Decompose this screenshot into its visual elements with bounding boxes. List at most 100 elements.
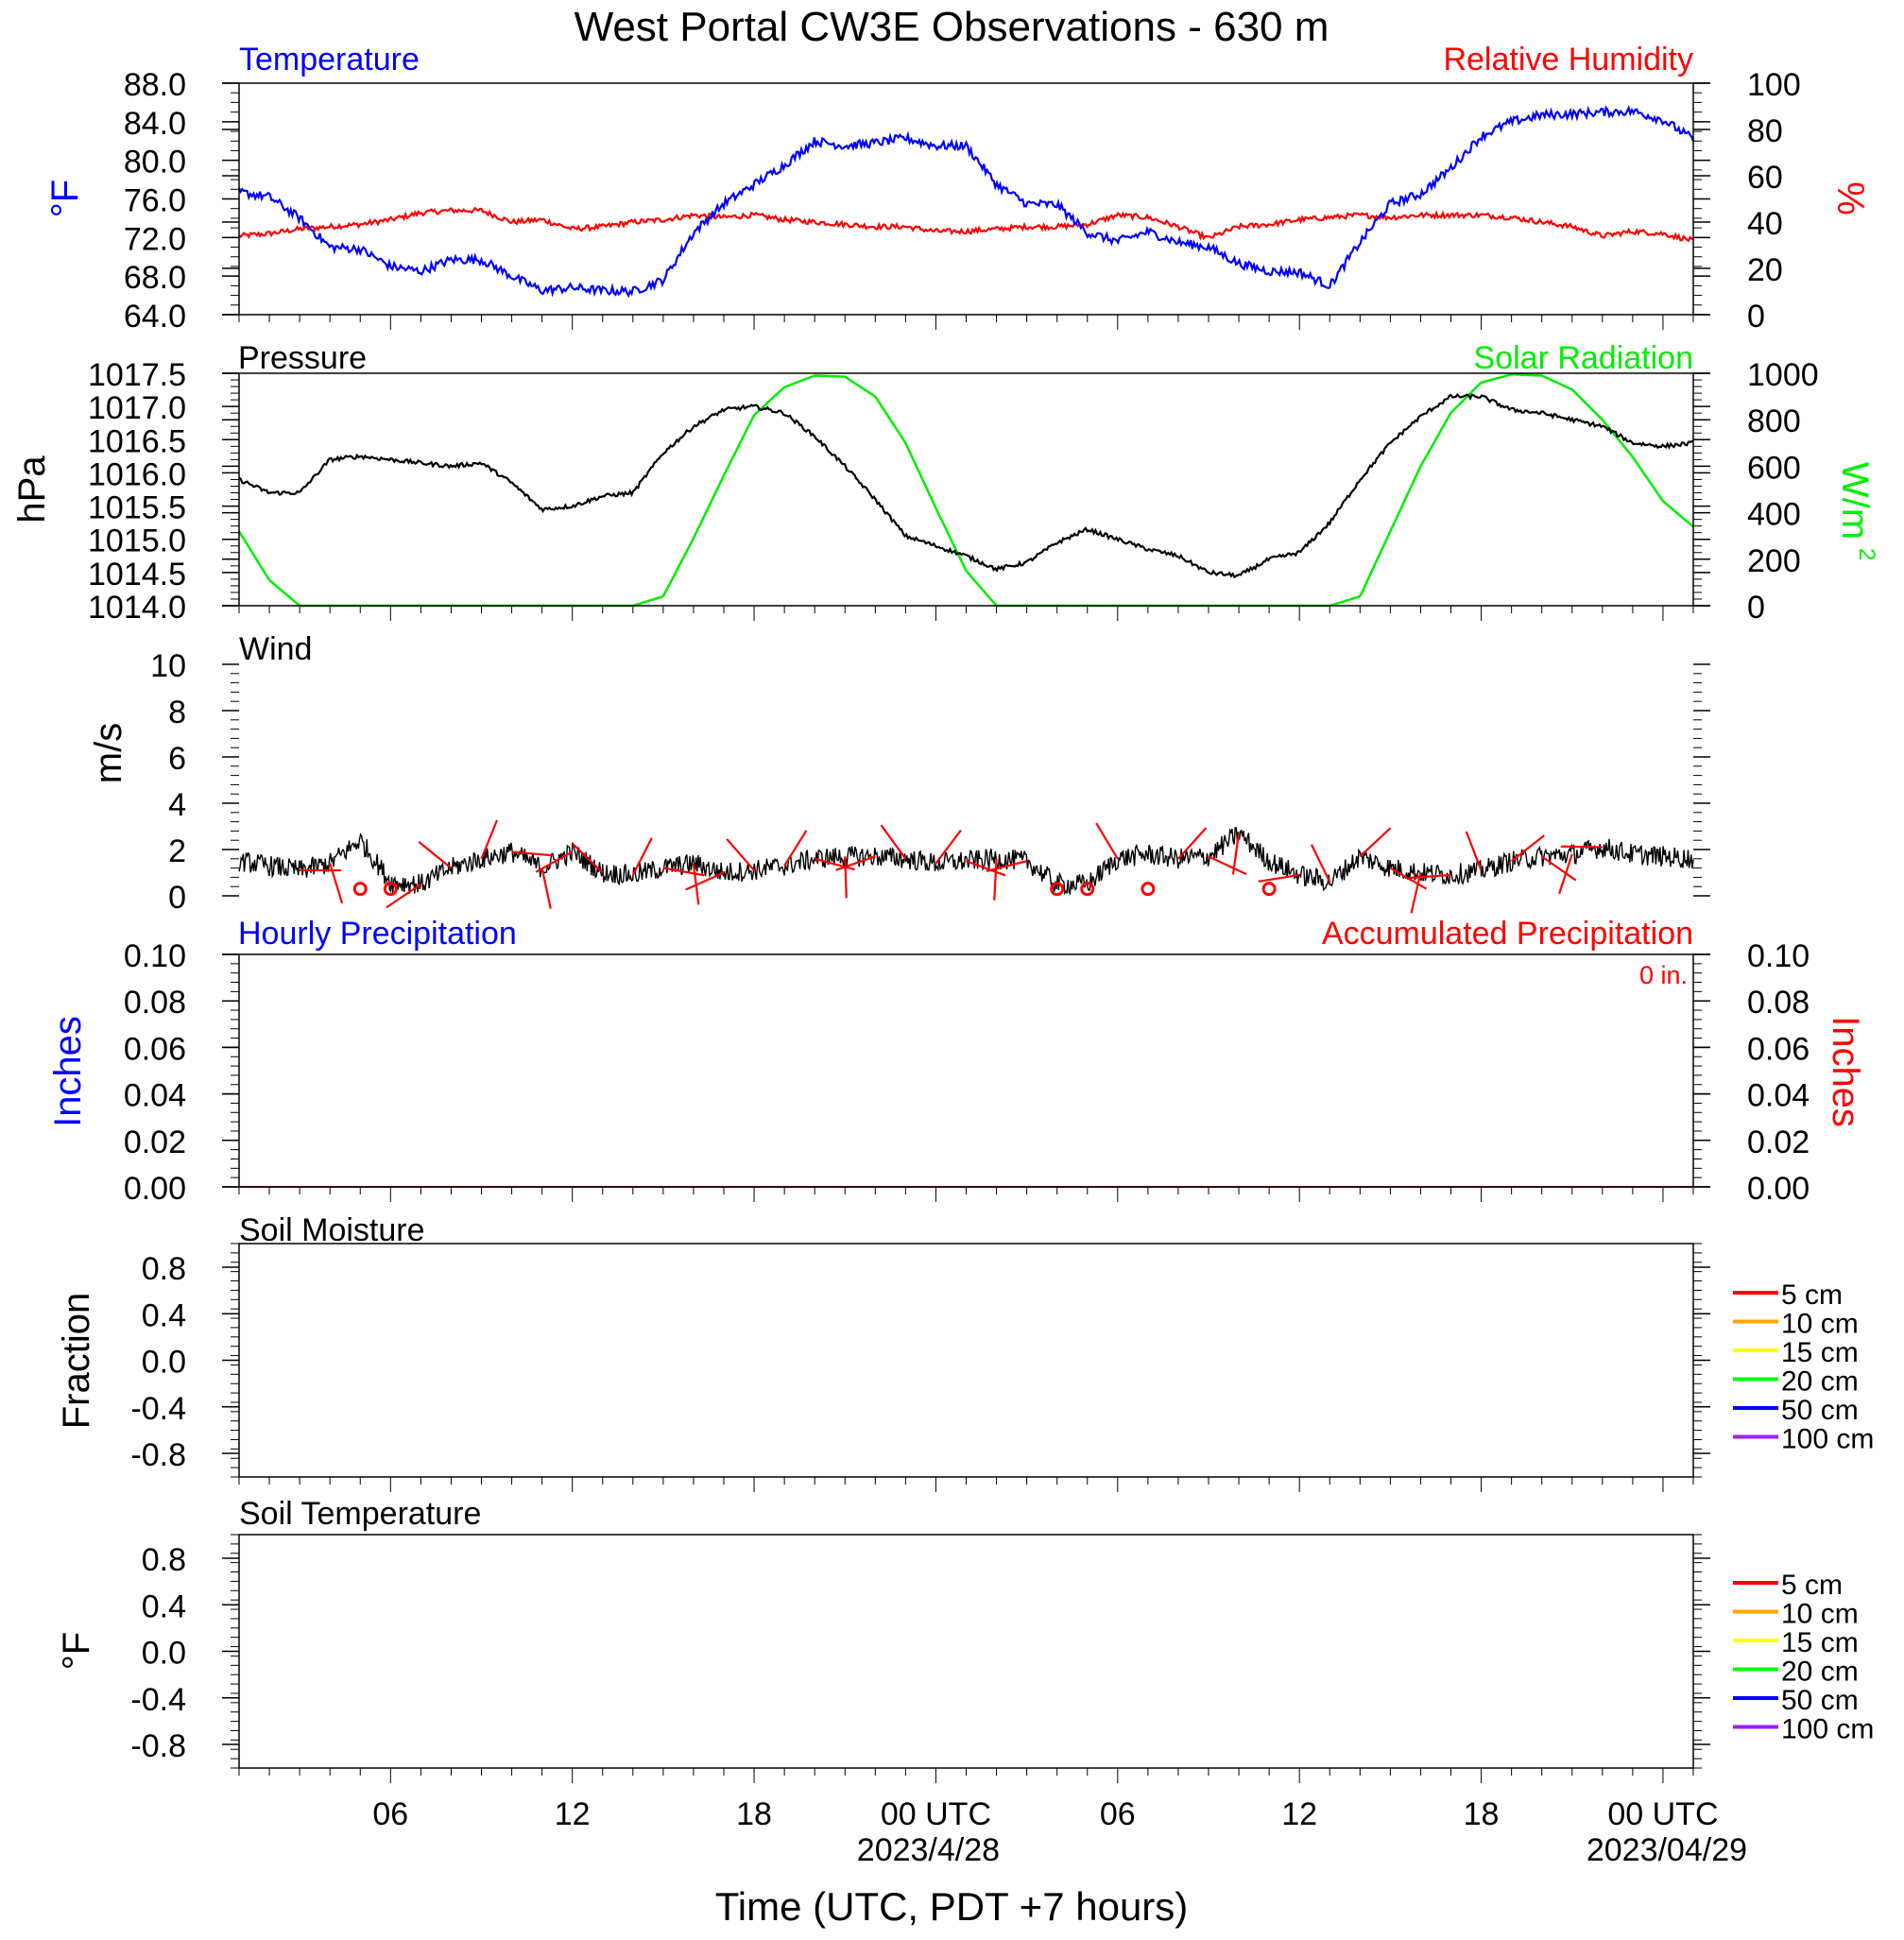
wind-barb: [1541, 855, 1577, 882]
wind-barb: [329, 863, 344, 904]
pressure-tick-label: 1015.5: [88, 490, 186, 526]
solar-radiation-line: [237, 373, 1694, 608]
soil-temperature-legend-label: 50 cm: [1781, 1685, 1859, 1716]
pressure-panel: Pressure Solar Radiation hPa W/m 2 1017.…: [11, 340, 1879, 626]
wind-barb: [480, 819, 499, 860]
calm-wind-marker: [1050, 882, 1065, 897]
pressure-unit: hPa: [11, 455, 53, 524]
precipitation-panel: Hourly Precipitation Accumulated Precipi…: [47, 916, 1866, 1207]
temperature-tick-label: 88.0: [124, 67, 186, 103]
pressure-tick-label: 1014.0: [88, 590, 186, 626]
temperature-line: [238, 105, 1695, 299]
wind-barb: [1208, 855, 1247, 875]
soil-moisture-plot-frame: [238, 1243, 1694, 1478]
precip-plot-frame: [238, 953, 1694, 1188]
soil-moisture-minor-ticks: [231, 1243, 1702, 1492]
soil-moisture-unit: Fraction: [56, 1293, 97, 1430]
soil-temperature-unit: °F: [56, 1632, 97, 1670]
wind-barb: [1560, 845, 1603, 849]
solar-tick-label: 400: [1747, 497, 1801, 533]
time-tick-label: 06: [372, 1796, 408, 1832]
precip-left-tick-label: 0.02: [124, 1125, 186, 1160]
precip-right-tick-label: 0.04: [1747, 1078, 1810, 1114]
soil-temperature-tick-label: 0.8: [142, 1542, 186, 1578]
solar-unit-text: W/m: [1834, 462, 1876, 540]
soil-temperature-legend-label: 15 cm: [1781, 1627, 1859, 1658]
wind-tick-label: 0: [168, 880, 186, 916]
soil-temperature-panel: Soil Temperature °F 0.8 0.4 0.0 -0.4 -0.8 5 …: [56, 1496, 1874, 1783]
pressure-tick-label: 1015.0: [88, 524, 186, 559]
soil-moisture-legend-label: 100 cm: [1781, 1424, 1874, 1455]
soil-moisture-tick-labels: 0.8 0.4 0.0 -0.4 -0.8: [130, 1251, 1710, 1473]
wind-barb: [993, 858, 998, 901]
soil-temperature-tick-label: -0.8: [130, 1728, 186, 1764]
wind-barb: [783, 830, 808, 867]
solar-tick-label: 800: [1747, 403, 1801, 439]
soil-temperature-tick-label: -0.4: [130, 1682, 186, 1718]
wind-barb: [966, 860, 1006, 877]
soil-temperature-tick-label: 0.0: [142, 1636, 186, 1672]
hourly-precip-unit: Inches: [47, 1016, 89, 1127]
temperature-panel: Temperature Relative Humidity °F % 88.08…: [44, 42, 1871, 335]
soil-moisture-tick-label: 0.8: [142, 1251, 186, 1287]
soil-temperature-minor-ticks: [231, 1534, 1702, 1783]
temperature-tick-label: 72.0: [124, 221, 186, 257]
wind-barb: [418, 841, 453, 869]
accum-precip-title: Accumulated Precipitation: [1322, 916, 1693, 952]
soil-temperature-legend-label: 20 cm: [1781, 1657, 1859, 1688]
time-tick-label: 00 UTC: [1607, 1796, 1718, 1832]
precip-right-tick-label: 0.06: [1747, 1031, 1810, 1067]
humidity-tick-label: 0: [1747, 299, 1765, 335]
humidity-tick-label: 20: [1747, 252, 1783, 288]
soil-moisture-tick-label: -0.8: [130, 1437, 186, 1473]
wind-barb: [662, 867, 705, 877]
calm-wind-marker: [352, 882, 368, 897]
temperature-tick-label: 84.0: [124, 106, 186, 142]
wind-barb: [572, 843, 604, 874]
solar-tick-label: 1000: [1747, 357, 1819, 393]
precip-right-tick-label: 0.08: [1747, 985, 1810, 1021]
soil-temperature-tick-label: 0.4: [142, 1588, 186, 1624]
solar-tick-label: 600: [1747, 450, 1801, 486]
soil-temperature-legend-label: 10 cm: [1781, 1599, 1859, 1630]
soil-moisture-tick-label: -0.4: [130, 1391, 186, 1427]
wind-tick-label: 6: [168, 741, 186, 777]
solar-unit-superscript: 2: [1854, 548, 1879, 560]
humidity-line: [238, 206, 1694, 243]
humidity-unit: %: [1829, 181, 1871, 215]
wind-barb: [935, 829, 962, 865]
soil-temperature-title: Soil Temperature: [239, 1496, 481, 1532]
soil-temperature-tick-labels: 0.8 0.4 0.0 -0.4 -0.8: [130, 1542, 1710, 1764]
time-tick-label: 12: [555, 1796, 591, 1832]
time-tick-label: 18: [736, 1796, 772, 1832]
humidity-tick-label: 40: [1747, 206, 1783, 242]
solar-tick-label: 0: [1747, 590, 1765, 626]
time-tick-label: 18: [1464, 1796, 1500, 1832]
pressure-tick-label: 1014.5: [88, 557, 186, 592]
pressure-tick-label: 1016.0: [88, 456, 186, 492]
pressure-tick-label: 1016.5: [88, 423, 186, 459]
temperature-tick-label: 64.0: [124, 299, 186, 335]
pressure-line: [238, 392, 1694, 579]
temperature-tick-labels: 88.084.080.076.072.068.064.0: [124, 67, 1710, 335]
wind-barb: [1359, 827, 1392, 858]
soil-moisture-legend-label: 20 cm: [1781, 1366, 1859, 1398]
wind-barb: [986, 860, 1027, 872]
time-tick-label: 06: [1100, 1796, 1136, 1832]
humidity-tick-label: 100: [1747, 67, 1801, 103]
wind-barb: [1095, 822, 1119, 860]
wind-tick-label: 4: [168, 787, 186, 823]
temperature-unit: °F: [44, 180, 86, 217]
precip-left-tick-label: 0.04: [124, 1078, 186, 1114]
time-tick-label: 00 UTC: [881, 1796, 991, 1832]
wind-barb: [844, 856, 848, 899]
wind-tick-label: 10: [150, 648, 186, 684]
wind-barb: [631, 837, 653, 876]
humidity-tick-label: 60: [1747, 160, 1783, 196]
soil-moisture-legend-label: 15 cm: [1781, 1337, 1859, 1368]
pressure-tick-label: 1017.5: [88, 357, 186, 393]
temperature-minor-ticks: [231, 82, 1702, 330]
temperature-tick-label: 80.0: [124, 145, 186, 180]
